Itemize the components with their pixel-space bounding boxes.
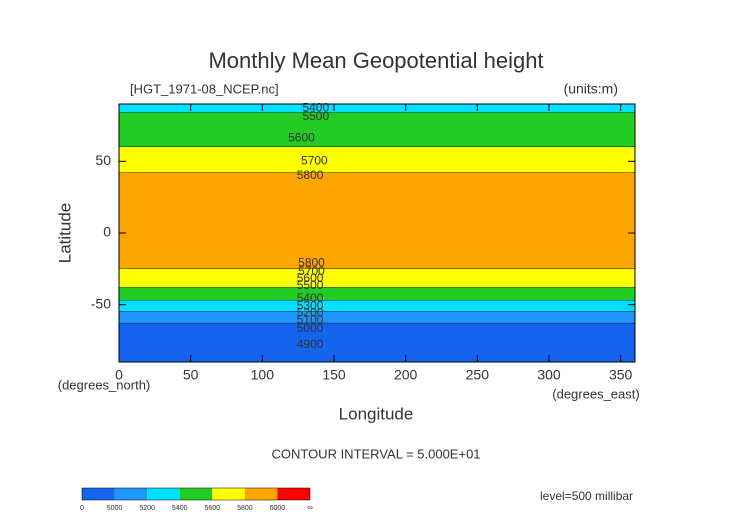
contour-label: 5200: [297, 305, 324, 319]
x-tick-label: 300: [537, 367, 561, 383]
color-band: [119, 268, 635, 288]
color-band: [119, 323, 635, 362]
contour-label: 5500: [297, 278, 324, 292]
x-axis-label: Longitude: [339, 404, 414, 423]
colorbar-segment: [244, 488, 278, 500]
colorbar-label: 6000: [270, 505, 286, 512]
contour-label: 5800: [298, 255, 325, 269]
x-tick-label: 200: [394, 367, 418, 383]
x-tick-label: 0: [115, 367, 123, 383]
x-tick-label: 350: [609, 367, 633, 383]
y-tick-label: 0: [103, 224, 111, 240]
colorbar-label: 5200: [139, 505, 155, 512]
colorbar-segment: [179, 488, 213, 500]
y-tick-label: -50: [91, 295, 111, 311]
color-band: [119, 112, 635, 147]
contour-label: 5600: [297, 271, 324, 285]
colorbar-label: 0: [80, 505, 84, 512]
chart-title: Monthly Mean Geopotential height: [208, 48, 543, 73]
contour-label: 5700: [301, 154, 328, 168]
color-band: [119, 172, 635, 269]
contour-label: 5100: [297, 313, 324, 327]
contour-label: 5000: [297, 321, 324, 335]
color-band: [119, 311, 635, 324]
colorbar-label: 5800: [237, 505, 253, 512]
x-tick-label: 250: [466, 367, 490, 383]
x-tick-label: 50: [183, 367, 199, 383]
y-unit-label: (degrees_north): [58, 377, 151, 392]
units: (units:m): [564, 81, 618, 97]
x-tick-label: 100: [251, 367, 275, 383]
colorbar-segment: [277, 488, 310, 500]
subtitle: [HGT_1971-08_NCEP.nc]: [130, 81, 279, 96]
x-unit-label: (degrees_east): [552, 386, 639, 401]
color-band: [119, 147, 635, 173]
contour-label: 5700: [298, 264, 325, 278]
colorbar-segment: [82, 488, 115, 500]
colorbar-frame: [81, 487, 311, 501]
colorbar-label: 5000: [107, 505, 123, 512]
color-band: [119, 300, 635, 312]
contour-label: 5500: [302, 109, 329, 123]
contour-label: 5800: [297, 168, 324, 182]
contour-interval: CONTOUR INTERVAL = 5.000E+01: [271, 446, 480, 461]
contour-label: 4900: [297, 337, 324, 351]
colorbar-segment: [114, 488, 148, 500]
contour-label: 5300: [297, 298, 324, 312]
level-label: level=500 millibar: [540, 489, 633, 503]
colorbar-label: 5600: [204, 505, 220, 512]
y-tick-label: 50: [95, 152, 111, 168]
color-band: [119, 287, 635, 301]
y-axis-label: Latitude: [55, 203, 74, 264]
colorbar-label: ∞: [307, 503, 313, 512]
contour-label: 5600: [288, 131, 315, 145]
colorbar-segment: [147, 488, 180, 500]
contour-label: 5400: [297, 291, 324, 305]
colorbar-label: 5400: [172, 505, 188, 512]
color-band: [119, 104, 635, 113]
colorbar-segment: [212, 488, 245, 500]
x-tick-label: 150: [322, 367, 346, 383]
